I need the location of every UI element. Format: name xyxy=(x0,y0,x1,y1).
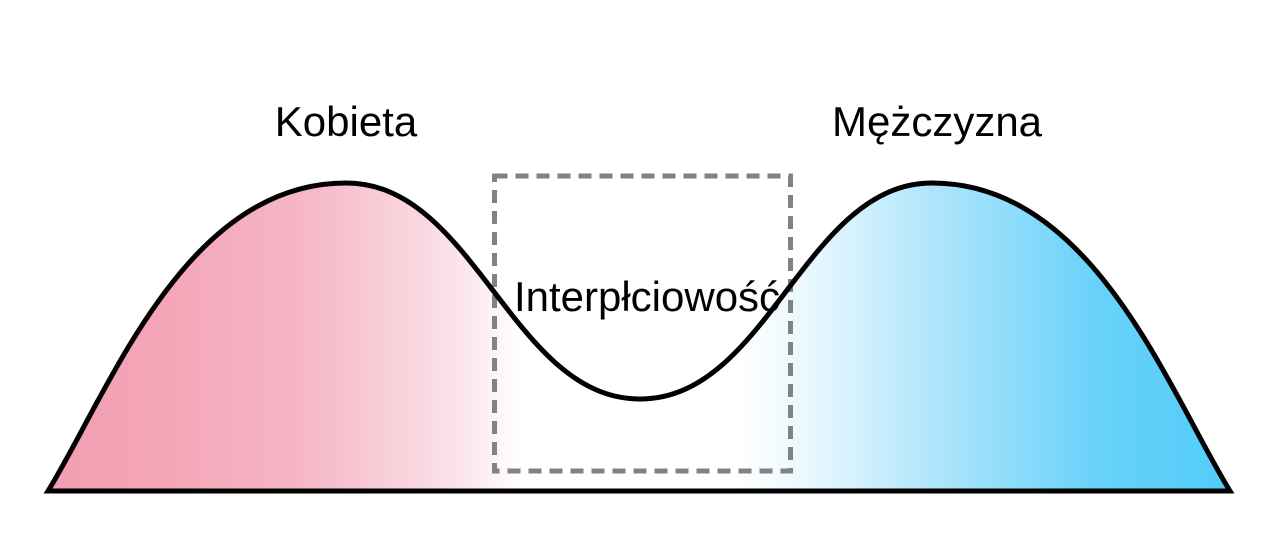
male-label: Mężczyzna xyxy=(832,98,1043,145)
distribution-curve-outline xyxy=(43,180,1235,494)
intersex-dashed-box xyxy=(492,173,793,474)
distribution-area-fill xyxy=(48,183,1230,491)
female-label: Kobieta xyxy=(275,98,418,145)
intersex-label: Interpłciowość xyxy=(514,273,780,320)
